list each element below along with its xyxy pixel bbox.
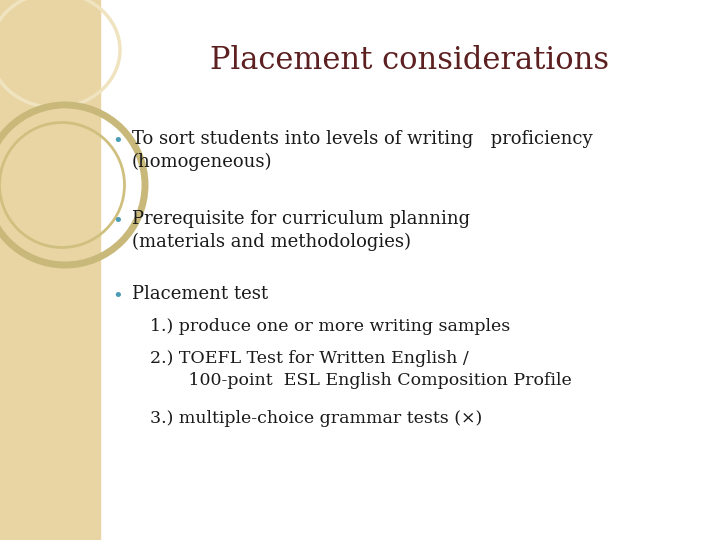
Text: •: • [112, 287, 123, 305]
Text: To sort students into levels of writing   proficiency
(homogeneous): To sort students into levels of writing … [132, 130, 593, 171]
Text: 3.) multiple-choice grammar tests (×): 3.) multiple-choice grammar tests (×) [150, 410, 482, 427]
Text: Prerequisite for curriculum planning
(materials and methodologies): Prerequisite for curriculum planning (ma… [132, 210, 470, 251]
Text: Placement test: Placement test [132, 285, 268, 303]
Text: •: • [112, 212, 123, 230]
Text: 1.) produce one or more writing samples: 1.) produce one or more writing samples [150, 318, 510, 335]
Text: •: • [112, 132, 123, 150]
Bar [0, 0, 100, 540]
Text: 2.) TOEFL Test for Written English /
       100-point  ESL English Composition P: 2.) TOEFL Test for Written English / 100… [150, 350, 572, 389]
Text: Placement considerations: Placement considerations [210, 45, 610, 76]
